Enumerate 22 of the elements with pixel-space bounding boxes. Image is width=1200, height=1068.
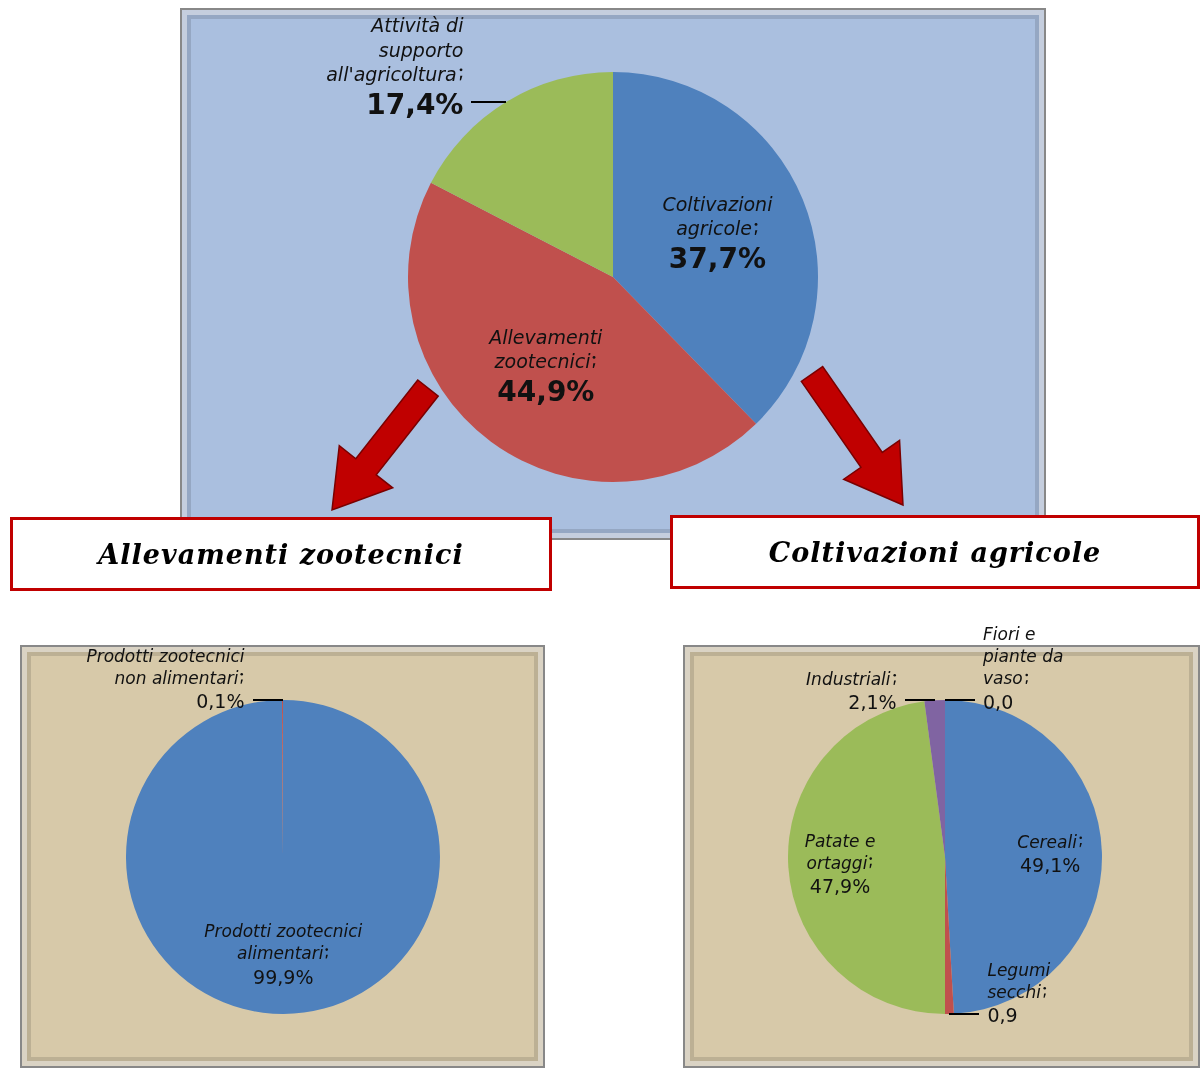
slice-label: Attività di supporto all'agricoltura — [326, 13, 464, 85]
data-label: 47,9% — [809, 874, 871, 897]
data-label: 17,4% — [366, 87, 464, 121]
category-label: Fiori e piante da vaso — [983, 624, 1064, 689]
data-label: 0,1% — [196, 690, 245, 713]
data-label: 99,9% — [253, 965, 314, 988]
slice-label: Industriali — [806, 668, 891, 689]
slice-label: Allevamenti zootecnici — [489, 325, 603, 373]
chart-title: Allevamenti zootecnici — [10, 517, 552, 591]
slice-label: Prodotti zootecnici alimentari — [204, 920, 363, 963]
chart-title: Coltivazioni agricole — [670, 515, 1200, 589]
slice-label: Prodotti zootecnici non alimentari — [86, 646, 245, 689]
data-label: 37,7% — [668, 241, 766, 275]
data-label: 44,9% — [497, 375, 595, 409]
data-label: 49,1% — [1019, 853, 1081, 876]
data-label: 0,9 — [987, 1004, 1018, 1027]
text: 0,0 — [983, 690, 1014, 713]
slice-label: Patate e ortaggi — [804, 830, 876, 873]
slice-label: Coltivazioni agricole — [662, 192, 773, 240]
data-label: 2,1% — [848, 690, 897, 713]
pie-slice — [613, 72, 818, 424]
slice-label: Cereali — [1017, 831, 1077, 852]
